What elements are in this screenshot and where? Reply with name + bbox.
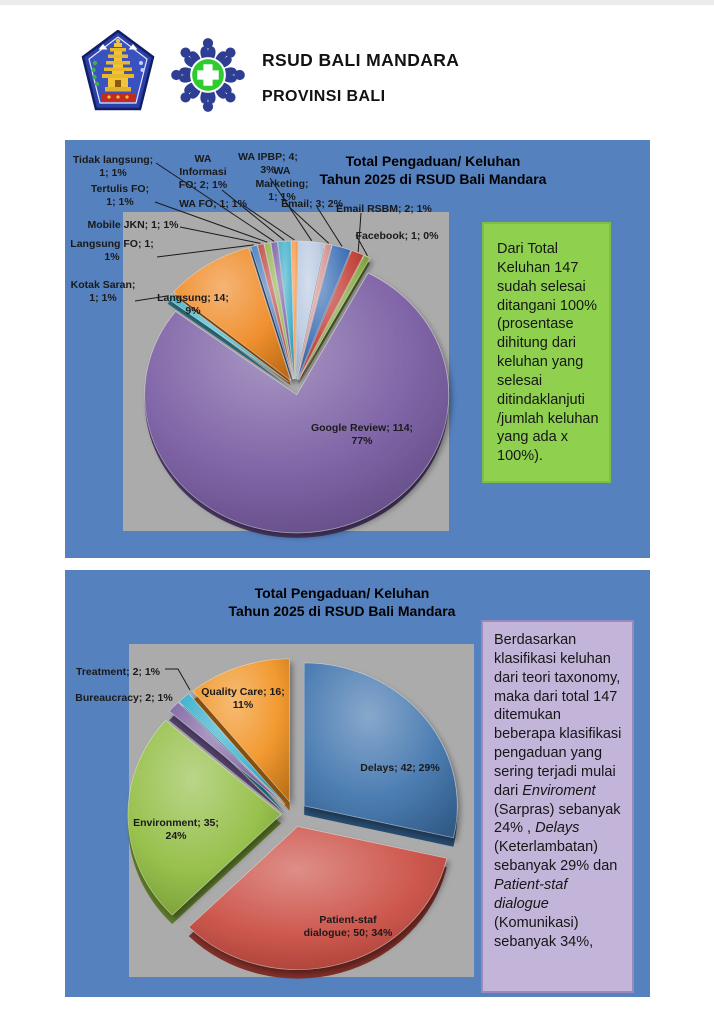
hospital-name: RSUD BALI MANDARA (262, 50, 460, 70)
pie-slice-depth-bureaucracy (169, 711, 285, 815)
pie-slice-facebook (298, 254, 371, 381)
slice-label-wa-marketing: WA Marketing; 1; 1% (255, 165, 308, 203)
leader-line-facebook (355, 234, 368, 257)
leader-line-wa-fo (242, 204, 295, 241)
pie-chart-complaint-channels: Google Review; 114; 77% Kotak Saran; 1; 1% L… (70, 151, 547, 538)
pie-slice-depth-kotak-saran (167, 299, 289, 387)
slice-label-environment: Environment; 35; 24% (133, 817, 219, 842)
pie-slice-tidak-langsung (270, 241, 295, 380)
slice-label-facebook: Facebook; 1; 0% (356, 230, 440, 242)
pie-slice-email-rsbm (297, 250, 365, 380)
slice-label-kotak-saran: Kotak Saran; 1; 1% (71, 279, 136, 304)
province-name: PROVINSI BALI (262, 88, 386, 105)
pie-slice-delays (303, 662, 458, 839)
slice-label-bureaucracy: Bureaucracy; 2; 1% (75, 692, 173, 704)
pie-slice-quality-care (192, 658, 290, 803)
slice-label-quality-care: Quality Care; 16; 11% (201, 686, 284, 711)
leader-line-kotak-saran (134, 295, 169, 302)
slice-label-email-rsbm: Email RSBM; 2; 1% (336, 203, 432, 215)
slice-label-patient-staf-dialogue: Patient-staf dialogue; 50; 34% (304, 914, 393, 939)
leader-line-wa-marketing (285, 203, 330, 244)
pie-slice-langsung (172, 247, 292, 382)
pie-slice-wa-ipbp (295, 240, 325, 380)
slice-label-treatment: Treatment; 2; 1% (76, 666, 161, 678)
slice-label-mobile-jkn: Mobile JKN; 1; 1% (87, 219, 179, 231)
note-text: (Komunikasi) sebanyak 34%, (494, 914, 594, 950)
note-term-italic: Patient-staf dialogue (494, 876, 568, 912)
leader-line-wa-ipbp (269, 177, 313, 242)
note-text: (Keterlambatan) sebanyak 29% dan (494, 839, 618, 875)
pie-slice-depth-facebook (298, 260, 370, 385)
slice-label-email: Email; 3; 2% (281, 198, 344, 210)
note-term-italic: Enviroment (522, 782, 596, 799)
leader-line-langsung-fo (156, 244, 254, 258)
leader-line-wa-informasi-fo (221, 189, 285, 241)
rsud-bali-mandara-logo (171, 38, 245, 112)
page-header: RSUD BALI MANDARA PROVINSI BALI (0, 0, 714, 130)
chart-panel-taxonomy: Delays; 42; 29% Patient-staf dialogue; 50;… (65, 570, 650, 997)
slice-label-wa-fo: WA FO; 1; 1% (179, 198, 248, 210)
pie-slice-environment (127, 720, 282, 916)
note-text: Berdasarkan klasifikasi keluhan dari teo… (494, 632, 622, 799)
slice-label-langsung: Langsung; 14; 9% (157, 292, 229, 317)
pie-slice-bureaucracy (168, 701, 285, 806)
leader-line-email-rsbm (357, 212, 362, 252)
slice-label-langsung-fo: Langsung FO; 1; 1% (70, 238, 153, 263)
pie-slice-patient-staf-dialogue (188, 826, 448, 970)
bali-province-logo (81, 30, 155, 111)
pie-slice-wa-marketing (296, 243, 333, 380)
pie-slice-depth-langsung-fo (250, 250, 293, 385)
leader-line-treatment (165, 668, 191, 691)
leader-line-tertulis-fo (154, 201, 268, 243)
pie-slice-email (296, 244, 352, 380)
pie-slice-wa-fo (290, 240, 299, 380)
pie-slice-tertulis-fo (263, 242, 294, 380)
pie-slice-kotak-saran (167, 293, 289, 383)
chart-title-2: Total Pengaduan/ Keluhan Tahun 2025 di RS… (229, 585, 456, 619)
summary-note-green: Dari Total Keluhan 147 sudah selesai dit… (482, 222, 611, 483)
leader-line-tidak-langsung (155, 162, 275, 242)
pie-slice-google-review (144, 272, 450, 534)
slice-label-tidak-langsung: Tidak langsung; 1; 1% (73, 154, 153, 179)
slice-label-delays: Delays; 42; 29% (360, 762, 440, 774)
chart-panel-channels: Google Review; 114; 77% Kotak Saran; 1; 1% L… (65, 140, 650, 558)
slice-label-wa-ipbp: WA IPBP; 4; 3% (238, 151, 298, 176)
slice-label-wa-informasi-fo: WA Informasi FO; 2; 1% (179, 153, 228, 191)
leader-line-mobile-jkn (179, 226, 261, 244)
slice-label-google-review: Google Review; 114; 77% (311, 422, 413, 447)
chart-title-1: Total Pengaduan/ Keluhan Tahun 2025 di RS… (320, 153, 547, 187)
pie-slice-wa-informasi-fo (277, 240, 295, 380)
leader-line-email (316, 206, 343, 247)
note-term-italic: Delays (535, 820, 580, 837)
pie-slice-langsung-fo (250, 244, 294, 380)
summary-note-purple: Berdasarkan klasifikasi keluhan dari teo… (481, 620, 634, 993)
slice-label-tertulis-fo: Tertulis FO; 1; 1% (91, 183, 149, 208)
note-text: (Sarpras) sebanyak 24% , (494, 801, 621, 837)
pie-chart-complaint-taxonomy: Delays; 42; 29% Patient-staf dialogue; 50;… (75, 585, 458, 979)
note-text: Dari Total Keluhan 147 sudah selesai dit… (497, 241, 599, 465)
pie-slice-treatment (178, 693, 286, 805)
scan-artifact-strip (0, 0, 714, 5)
